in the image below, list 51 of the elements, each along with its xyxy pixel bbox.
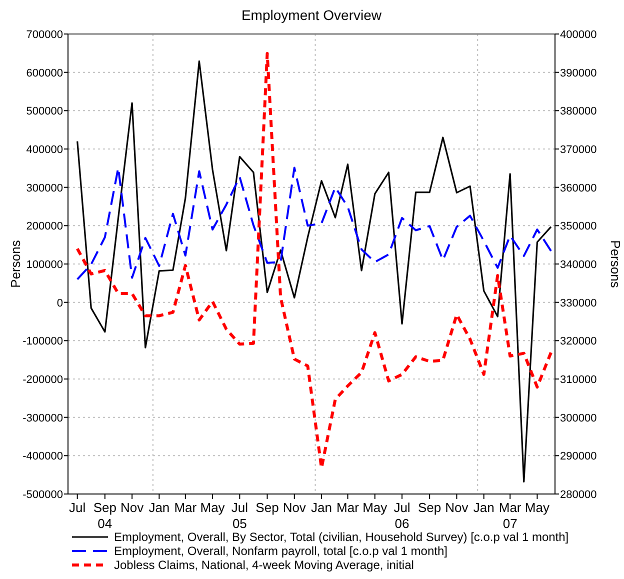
legend-label: Jobless Claims, National, 4-week Moving Average, initial: [114, 558, 414, 572]
y-tick-label: 500000: [26, 106, 63, 118]
y-tick-label: 100000: [26, 259, 63, 271]
y2-tick-label: 330000: [560, 297, 597, 310]
x-tick-label: Sep: [418, 500, 442, 515]
y2-tick-label: 380000: [560, 106, 597, 118]
x-tick-label: Jan: [473, 500, 494, 515]
y-tick-label: -200000: [22, 374, 63, 386]
y2-axis-title: Persons: [608, 240, 623, 288]
x-tick-label: May: [524, 500, 550, 515]
y-tick-label: 0: [56, 297, 63, 310]
x-tick-label: Nov: [282, 500, 306, 515]
y-tick-label: -100000: [22, 336, 63, 348]
x-tick-label: Sep 04: [93, 500, 116, 531]
y-tick-label: 400000: [26, 144, 63, 156]
y2-tick-label: 370000: [560, 144, 597, 156]
x-tick-label: Nov: [445, 500, 469, 515]
x-tick-label: Sep: [256, 500, 279, 515]
y2-tick-label: 390000: [560, 67, 597, 80]
line-series: [76, 166, 552, 280]
x-tick-label: Jul 05: [231, 500, 248, 531]
y-tick-label: 200000: [26, 220, 63, 233]
y-tick-label: 300000: [26, 182, 63, 194]
x-tick-label: Jan: [148, 500, 170, 515]
x-tick-label: Mar 07: [498, 500, 522, 531]
y2-tick-label: 300000: [560, 412, 597, 424]
x-tick-label: May: [362, 500, 388, 515]
y2-tick-label: 340000: [560, 259, 597, 271]
y-tick-label: 600000: [26, 67, 63, 80]
x-tick-label: Mar: [336, 500, 360, 515]
chart-title: Employment Overview: [241, 7, 382, 23]
y2-tick-label: 290000: [560, 450, 597, 463]
y2-tick-label: 320000: [560, 336, 597, 348]
legend-label: Employment, Overall, Nonfarm payroll, total [c.o.p val 1 month]: [114, 544, 448, 558]
x-tick-label: Jul 06: [394, 500, 410, 531]
x-tick-label: Mar: [174, 500, 198, 515]
y2-tick-label: 360000: [560, 182, 597, 194]
y-tick-label: 700000: [26, 29, 63, 41]
x-tick-label: Jan: [311, 500, 332, 515]
y2-tick-label: 400000: [560, 29, 597, 41]
x-tick-label: Nov: [120, 500, 144, 515]
y-axis-title: Persons: [8, 240, 23, 288]
y-tick-label: -300000: [22, 412, 63, 424]
y2-tick-label: 310000: [560, 374, 597, 386]
legend-label: Employment, Overall, By Sector, Total (civilian, Household Survey) [c.o.p val 1 month]: [114, 530, 569, 544]
y-tick-label: -500000: [22, 489, 63, 501]
x-tick-label: Jul: [69, 500, 86, 515]
y2-tick-label: 350000: [560, 220, 597, 233]
y2-tick-label: 280000: [560, 489, 597, 501]
x-tick-label: May: [200, 500, 226, 515]
y-tick-label: -400000: [22, 450, 63, 463]
